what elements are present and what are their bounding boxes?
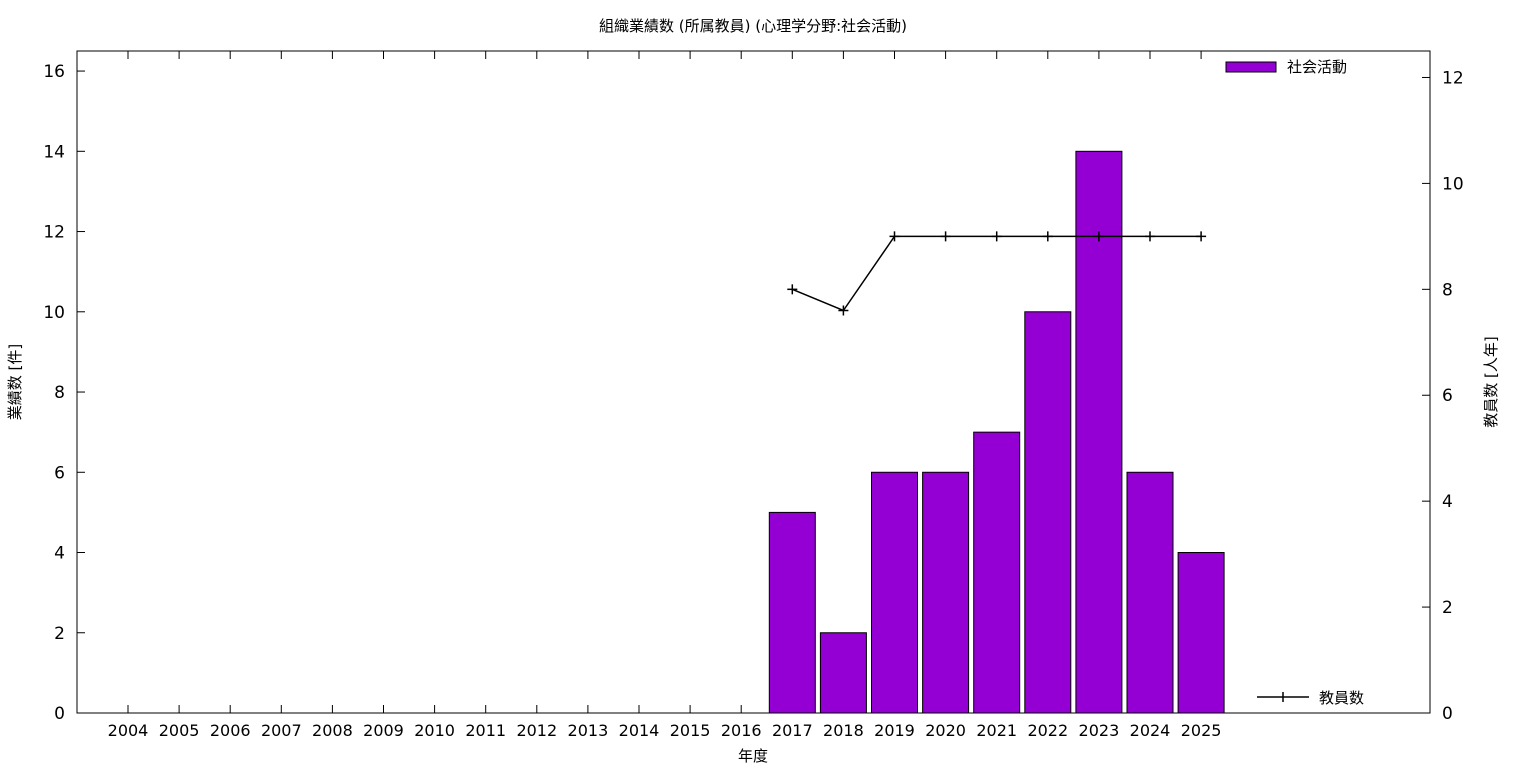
x-tick-label: 2009 [363,721,404,740]
y2-tick-label: 0 [1442,704,1453,724]
y-tick-label: 0 [54,704,65,724]
x-tick-label: 2022 [1027,721,1068,740]
y2-tick-label: 12 [1442,68,1464,88]
x-tick-label: 2004 [108,721,149,740]
x-tick-label: 2025 [1181,721,1222,740]
y-tick-label: 12 [43,223,65,243]
x-tick-label: 2008 [312,721,353,740]
x-axis-title: 年度 [738,747,768,765]
bar-2021 [973,431,1021,714]
bar-2025 [1177,552,1225,714]
chart-title: 組織業績数 (所属教員) (心理学分野:社会活動) [599,17,907,35]
plot-frame [76,50,1431,714]
x-tick-label: 2010 [414,721,455,740]
x-tick-label: 2005 [159,721,200,740]
line-series-teachers [792,235,1202,312]
y2-tick-label: 6 [1442,386,1453,406]
x-tick-label: 2015 [670,721,711,740]
x-tick-label: 2018 [823,721,864,740]
bar-2017 [768,511,816,714]
y-tick-label: 10 [43,303,65,323]
y2-tick-label: 10 [1442,174,1464,194]
bar-2018 [819,632,867,714]
x-tick-label: 2017 [772,721,813,740]
y-tick-label: 16 [43,62,65,82]
x-tick-label: 2007 [261,721,302,740]
x-tick-label: 2011 [465,721,506,740]
y-tick-label: 6 [54,463,65,483]
x-tick-label: 2024 [1130,721,1171,740]
x-tick-label: 2016 [721,721,762,740]
bar-2019 [871,471,918,714]
y2-tick-label: 2 [1442,598,1453,618]
y-axis-title: 業績数 [件] [6,344,24,420]
legend-label-bar: 社会活動 [1287,58,1347,76]
y2-tick-label: 8 [1442,280,1453,300]
bar-2024 [1126,471,1174,714]
x-tick-label: 2006 [210,721,251,740]
y2-axis-title: 教員数 [人年] [1482,336,1500,427]
legend-swatch-bar [1225,61,1277,73]
plot-area: 0 2 4 6 8 10 12 14 16 0 2 4 6 8 10 12 2004 2005 2006 2007 20… [43,50,1464,740]
x-tick-label: 2021 [976,721,1017,740]
x-tick-label: 2019 [874,721,915,740]
bar-2022 [1024,311,1072,714]
y-tick-label: 4 [54,544,65,564]
y2-tick-label: 4 [1442,492,1453,512]
x-tick-label: 2020 [925,721,966,740]
x-tick-label: 2014 [619,721,660,740]
bar-2023 [1075,150,1123,714]
x-tick-label: 2023 [1079,721,1120,740]
y-tick-label: 2 [54,624,65,644]
y-tick-label: 8 [54,383,65,403]
y-tick-label: 14 [43,142,65,162]
x-tick-label: 2012 [516,721,557,740]
x-tick-label: 2013 [568,721,609,740]
bar-2020 [922,471,970,714]
legend-label-line: 教員数 [1319,689,1364,707]
